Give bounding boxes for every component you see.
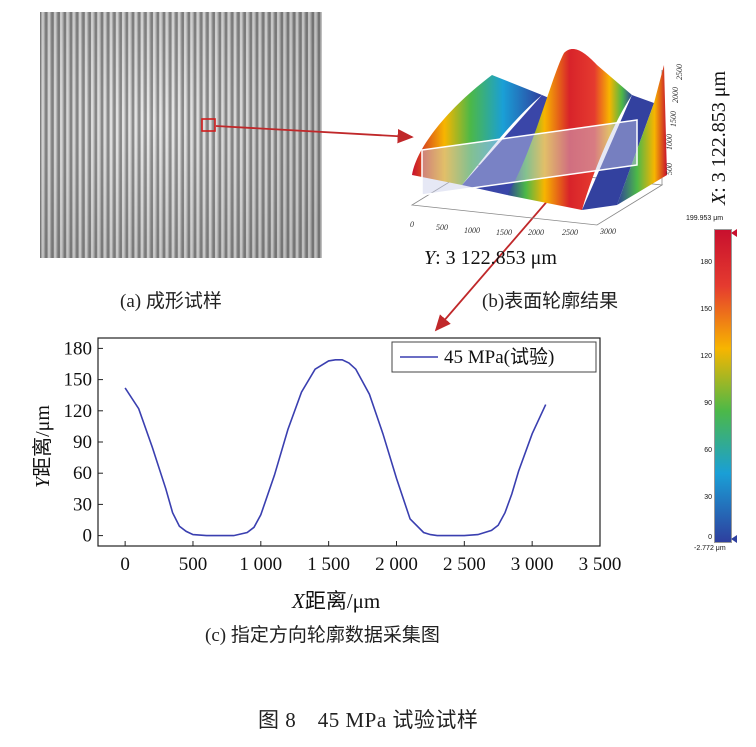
- side-tick: 2500: [675, 64, 684, 80]
- side-tick: 2000: [671, 87, 680, 103]
- colorbar-top-marker: [731, 229, 737, 237]
- front-axis-ticks: 0 500 1000 1500 2000 2500 3000: [410, 220, 616, 237]
- x-axis-var: X: [292, 589, 305, 613]
- colorbar-tick: 0: [708, 534, 712, 541]
- colorbar-max-label: 199.953 μm: [686, 215, 724, 222]
- x-axis-rest: 距离/μm: [304, 589, 381, 613]
- colorbar-tick: 120: [700, 353, 712, 360]
- sample-photo-stripes: [40, 12, 322, 258]
- y-tick-label: 30: [73, 494, 92, 515]
- front-tick: 2000: [528, 228, 544, 237]
- front-tick: 1500: [496, 228, 512, 237]
- y-tick-label: 120: [64, 401, 93, 422]
- y-tick-label: 180: [64, 338, 93, 359]
- panel-b-y-var: Y: [424, 247, 436, 269]
- colorbar-min-label: -2.772 μm: [694, 545, 726, 552]
- panel-b-x-value: : 3 122.853 μm: [708, 70, 730, 193]
- colorbar-tick: 90: [704, 400, 712, 407]
- front-tick: 1000: [464, 226, 480, 235]
- front-tick: 500: [436, 223, 448, 232]
- y-axis-var: Y: [32, 476, 54, 488]
- front-tick: 3000: [599, 227, 616, 236]
- x-tick-label: 3 000: [511, 554, 554, 575]
- colorbar-gradient: [714, 229, 732, 543]
- panel-b-x-var: X: [708, 192, 730, 205]
- y-axis-rest: 距离/μm: [32, 405, 54, 477]
- x-tick-label: 1 000: [239, 554, 282, 575]
- colorbar-tick: 180: [700, 259, 712, 266]
- side-axis-ticks: 500 1000 1500 2000 2500: [665, 64, 684, 175]
- y-tick-label: 0: [83, 526, 93, 547]
- colorbar-tick: 60: [704, 447, 712, 454]
- figure-caption: 图 8 45 MPa 试验试样: [258, 708, 479, 732]
- x-axis-title: X距离/μm: [292, 585, 380, 615]
- selection-box: [201, 118, 216, 132]
- panel-c-caption: (c) 指定方向轮廓数据采集图: [205, 625, 440, 646]
- colorbar: 199.953 μm 180 150 120 90 60 30 0 -2.772…: [686, 215, 754, 555]
- panel-b-x-label: X: 3 122.853 μm: [708, 71, 731, 205]
- colorbar-tick: 30: [704, 494, 712, 501]
- x-tick-label: 1 500: [307, 554, 350, 575]
- side-tick: 500: [665, 163, 674, 175]
- panel-b-y-label: Y: 3 122.853 μm: [424, 247, 557, 270]
- panel-b-caption: (b)表面轮廓结果: [482, 291, 619, 312]
- x-tick-label: 2 000: [375, 554, 418, 575]
- front-tick: 2500: [562, 228, 578, 237]
- surface-3d-svg: 0 500 1000 1500 2000 2500 3000 500 1000 …: [410, 49, 684, 237]
- panel-b-y-value: : 3 122.853 μm: [435, 247, 557, 269]
- panel-a-caption: (a) 成形试样: [120, 291, 222, 312]
- colorbar-bottom-marker: [731, 535, 737, 543]
- y-tick-label: 60: [73, 463, 92, 484]
- surface-3d-plot: 0 500 1000 1500 2000 2500 3000 500 1000 …: [392, 35, 692, 245]
- profile-line-chart: 0 500 1 000 1 500 2 000 2 500 3 000 3 500 0 30 60 9…: [64, 337, 622, 575]
- x-tick-label: 2 500: [443, 554, 486, 575]
- colorbar-tick: 150: [700, 306, 712, 313]
- x-tick-label: 3 500: [579, 554, 622, 575]
- y-tick-label: 90: [73, 432, 92, 453]
- x-tick-label: 0: [120, 554, 130, 575]
- side-tick: 1500: [669, 111, 678, 127]
- sample-photo: [40, 12, 322, 258]
- series-line: [124, 358, 547, 537]
- legend-label: 45 MPa(试验): [444, 346, 554, 368]
- colorbar-ticks: 180 150 120 90 60 30 0: [696, 229, 712, 541]
- side-tick: 1000: [665, 134, 674, 150]
- x-tick-label: 500: [179, 554, 208, 575]
- front-tick: 0: [410, 220, 414, 229]
- y-axis-title: Y距离/μm: [26, 405, 55, 488]
- y-tick-label: 150: [64, 370, 93, 391]
- arrow-a-to-b: [215, 125, 414, 144]
